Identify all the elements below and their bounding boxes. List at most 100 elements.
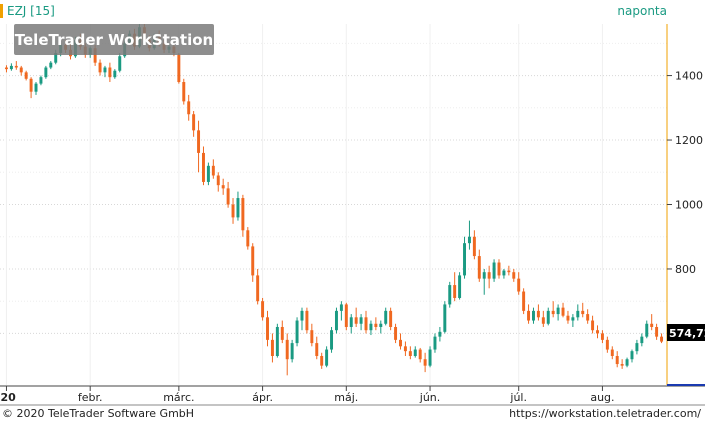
candle-body [453, 285, 457, 298]
candle-body [374, 323, 378, 327]
candle-body [300, 310, 304, 321]
candle-body [482, 272, 486, 279]
candle-body [379, 323, 383, 327]
candle-body [202, 152, 205, 182]
candle-body [576, 310, 580, 318]
watermark-text: TeleTrader WorkStation [15, 31, 213, 49]
candle-down [394, 323, 398, 344]
source-url-link[interactable]: https://workstation.teletrader.com/ [509, 407, 701, 420]
symbol-label[interactable]: EZJ [15] [7, 4, 55, 18]
candle-body [236, 198, 240, 218]
candle-down [507, 265, 511, 276]
candle-body [384, 310, 388, 324]
candle-down [246, 227, 250, 250]
candle-down [177, 53, 181, 84]
candle-body [551, 310, 555, 315]
candle-up [275, 323, 279, 358]
candle-down [403, 341, 407, 356]
candle-up [428, 346, 432, 368]
candle-down [527, 304, 531, 324]
candle-up [576, 304, 580, 321]
candle-up [433, 333, 437, 353]
candle-body [660, 336, 664, 342]
candle-down [354, 307, 358, 327]
candle-down [566, 310, 570, 324]
candle-down [320, 352, 324, 369]
candle-up [118, 53, 122, 73]
candle-body [182, 82, 186, 102]
candle-body [261, 301, 265, 318]
x-tick-label: ápr. [252, 391, 273, 404]
candle-down [310, 323, 314, 347]
candle-down [423, 352, 427, 373]
candle-up [625, 357, 629, 368]
candle-down [344, 302, 348, 331]
candle-body [615, 355, 619, 365]
candle-body [29, 78, 33, 92]
candle-up [39, 75, 43, 86]
candle-body [600, 333, 604, 340]
candle-down [374, 317, 378, 331]
candle-up [295, 317, 299, 347]
candle-down [241, 194, 245, 237]
candle-down [512, 268, 516, 282]
candle-down [650, 314, 654, 331]
candle-body [502, 270, 506, 276]
candle-down [192, 111, 196, 137]
candle-down [187, 94, 191, 121]
symbol-marker [0, 4, 3, 18]
candle-body [359, 317, 363, 324]
candle-body [103, 67, 107, 73]
candle-body [19, 67, 23, 73]
candle-body [443, 304, 447, 332]
y-tick-label: 1400 [675, 70, 703, 83]
candle-up [546, 307, 550, 326]
candle-body [413, 349, 417, 356]
x-tick-label: máj. [334, 391, 358, 404]
candle-body [581, 310, 585, 315]
candle-body [408, 351, 412, 356]
candle-down [197, 120, 201, 173]
candle-body [197, 130, 201, 153]
candle-body [532, 310, 535, 321]
candle-down [517, 272, 521, 295]
candle-body [556, 307, 560, 315]
candle-body [527, 310, 531, 321]
candle-body [206, 165, 210, 182]
candle-up [300, 307, 304, 331]
candle-up [330, 326, 334, 353]
candle-body [354, 317, 358, 324]
candle-body [334, 310, 338, 331]
candle-body [320, 355, 324, 366]
candle-down [581, 302, 585, 318]
candle-body [566, 315, 570, 321]
candle-up [236, 191, 240, 221]
candle-body [241, 198, 245, 231]
candle-body [93, 48, 97, 63]
candle-body [4, 67, 8, 70]
candle-body [620, 364, 624, 366]
candle-up [443, 301, 447, 334]
candle-body [9, 65, 13, 70]
candle-body [246, 230, 250, 247]
candle-up [34, 82, 38, 95]
candle-up [492, 259, 496, 282]
candle-down [280, 320, 284, 344]
candle-down [610, 346, 614, 360]
candle-down [551, 301, 555, 318]
copyright-text: © 2020 TeleTrader Software GmbH [2, 407, 195, 420]
candle-body [221, 185, 225, 189]
candle-body [541, 317, 545, 324]
candle-down [285, 333, 289, 376]
interval-label[interactable]: naponta [617, 4, 667, 18]
candle-up [413, 346, 417, 358]
last-price-badge [667, 324, 705, 341]
candle-down [24, 70, 28, 81]
candle-down [364, 310, 368, 334]
candle-up [635, 339, 639, 355]
candle-body [517, 278, 521, 292]
candle-up [349, 314, 353, 334]
candle-body [330, 330, 334, 350]
